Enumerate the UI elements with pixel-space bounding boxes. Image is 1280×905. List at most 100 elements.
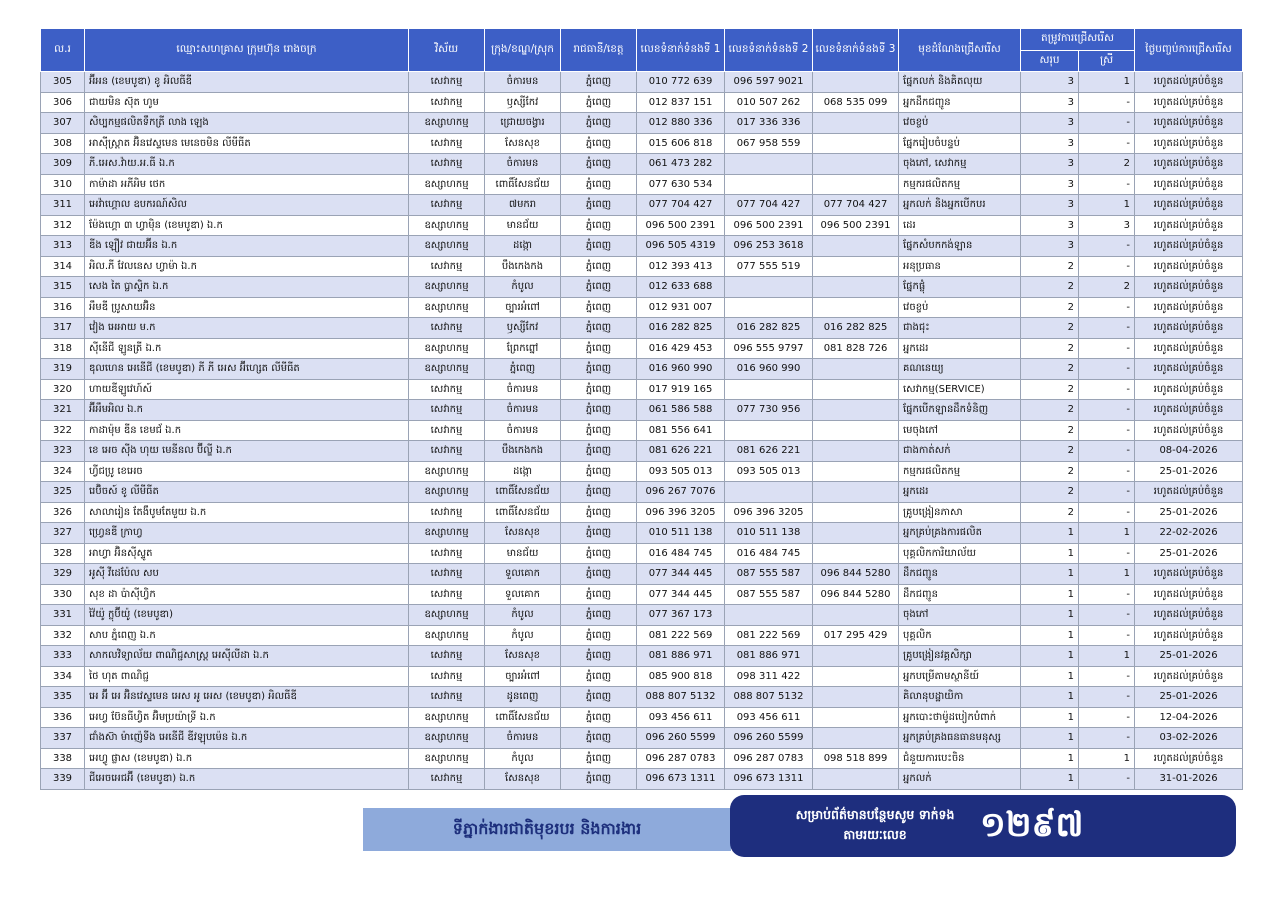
table-cell: ឧស្សាហកម្ម [408, 460, 485, 482]
table-cell: ភ្នំពេញ [560, 645, 637, 667]
table-cell: 323 [40, 440, 85, 462]
table-cell: វ៉ៃយ៉ូ ក្លុប៊ីយ៉ូ (ខេមបូឌា) [84, 604, 409, 626]
table-cell: ចំការមន [484, 727, 561, 749]
table-cell: កំបូល [484, 747, 561, 769]
table-row: 332 សាប ភ្នំពេញ ឯ.ក ឧស្សាហកម្ម កំបូល ភ្នំពេញ… [40, 624, 1243, 646]
table-cell: ចុងភៅ [898, 604, 1021, 626]
table-cell: 077 704 427 [812, 194, 899, 216]
table-cell: រហូតដល់គ្រប់ចំនួន [1134, 71, 1243, 93]
table-cell: ឧស្សាហកម្ម [408, 522, 485, 544]
table-cell: 096 500 2391 [724, 214, 813, 236]
table-cell: 3 [1078, 214, 1135, 236]
table-cell: អាស៊ីស្ត្រាត អ៊ិនវេស្ទមេន មេនេចមិន លីមីធ… [84, 132, 409, 154]
table-cell: រហូតដល់គ្រប់ចំនួន [1134, 747, 1243, 769]
table-cell: - [1078, 255, 1135, 277]
table-cell: 016 282 825 [812, 317, 899, 339]
table-cell: សេវាកម្ម [408, 153, 485, 175]
table-cell: ឫស្សីកែវ [484, 91, 561, 113]
table-row: 336 អេហ្វ ប៊ែនធីហ្វិត អ៊ិមប្រយ៉ាទ្រី ឯ.កឧ… [40, 706, 1243, 728]
table-cell: ភ្នំពេញ [560, 194, 637, 216]
table-cell: ស៊ីនើជី ឡូនត្រី ឯ.ក [84, 337, 409, 359]
table-cell: រហូតដល់គ្រប់ចំនួន [1134, 153, 1243, 175]
table-cell: រហូតដល់គ្រប់ចំនួន [1134, 317, 1243, 339]
table-row: 335 អេ អ៊ី អេ អ៊ិនវេស្ទមេន អេស អូ អេស (ខេ… [40, 686, 1243, 708]
table-cell [812, 358, 899, 380]
table-cell: រហូតដល់គ្រប់ចំនួន [1134, 91, 1243, 113]
hotline: ១២៩៧ [980, 805, 1084, 845]
table-cell: ឧស្សាហកម្ម [408, 235, 485, 257]
table-cell: 1 [1020, 747, 1079, 769]
table-cell: 096 396 3205 [724, 501, 813, 523]
table-cell [812, 399, 899, 421]
header-cell: តម្រូវការជ្រើសរើស [1020, 28, 1135, 51]
header-cell: លេខទំនាក់ទំនងទី 2 [724, 28, 813, 72]
table-cell: សេវាកម្ម [408, 542, 485, 564]
table-cell: សេវាកម្ម [408, 440, 485, 462]
table-cell: 2 [1020, 460, 1079, 482]
table-cell: 338 [40, 747, 85, 769]
table-row: 319 ឌុលហេន អេនើជី (ខេមបូឌា) ភី ភី អេស អ៊ី… [40, 358, 1243, 380]
table-cell: សែនសុខ [484, 132, 561, 154]
table-cell: 2 [1020, 399, 1079, 421]
table-cell: 12-04-2026 [1134, 706, 1243, 728]
table-cell: មេចុងភៅ [898, 419, 1021, 441]
table-cell: ភ្នំពេញ [560, 604, 637, 626]
table-cell: 332 [40, 624, 85, 646]
table-cell: 331 [40, 604, 85, 626]
table-cell: សេវាកម្ម [408, 665, 485, 687]
table-cell: - [1078, 296, 1135, 318]
table-cell: ផ្នែករៀបចំបន្ទប់ [898, 132, 1021, 154]
table-cell: ជាយមិន ស៊ុត ហូម [84, 91, 409, 113]
table-cell [812, 276, 899, 298]
table-cell: កម្មករផលិតកម្ម [898, 460, 1021, 482]
table-cell: ច្បារអំពៅ [484, 665, 561, 687]
table-cell: ភ្នំពេញ [560, 419, 637, 441]
table-cell: អេហ្វ ប៊ែនធីហ្វិត អ៊ិមប្រយ៉ាទ្រី ឯ.ក [84, 706, 409, 728]
table-row: 312 ម៉ែងហ្គោ ៣ ហ្វាម៉ិន (ខេមបូឌា) ឯ.ក ឧស្ស… [40, 214, 1243, 236]
table-cell: អ៊ីអឹមអិល ឯ.ក [84, 399, 409, 421]
table-cell: 012 837 151 [636, 91, 725, 113]
table-cell: អេ អ៊ី អេ អ៊ិនវេស្ទមេន អេស អូ អេស (ខេមបូ… [84, 686, 409, 708]
table-cell: - [1078, 399, 1135, 421]
table-cell: - [1078, 686, 1135, 708]
table-cell: 22-02-2026 [1134, 522, 1243, 544]
table-cell: ភ្នំពេញ [560, 460, 637, 482]
table-cell: ភ្នំពេញ [560, 235, 637, 257]
table-cell: 077 367 173 [636, 604, 725, 626]
table-cell: ខេ អេច ស៊ីង ហុយ មេនីនល ប៊ីល្ឌី ឯ.ក [84, 440, 409, 462]
table-cell: 016 960 990 [724, 358, 813, 380]
table-cell: 010 507 262 [724, 91, 813, 113]
table-cell: សេវាកម្ម(SERVICE) [898, 378, 1021, 400]
table-cell: 010 511 138 [724, 522, 813, 544]
table-cell [812, 727, 899, 749]
table-cell: ភ្នំពេញ [484, 358, 561, 380]
table-cell: ជ្រោយចង្វារ [484, 112, 561, 134]
table-row: 316 អឹមឌី ប្រូសាយអ៊ិន ឧស្សាហកម្ម ច្បារអំពៅភ… [40, 296, 1243, 318]
table-row: 329 អូស៊ី វីដេប៉ែល សប សេវាកម្ម ទួលគោក ភ្នំពេ… [40, 563, 1243, 585]
table-cell: 077 730 956 [724, 399, 813, 421]
table-cell: ភ្នំពេញ [560, 337, 637, 359]
table-cell: ភ្នំពេញ [560, 358, 637, 380]
table-cell: 321 [40, 399, 85, 421]
table-cell: ឧស្សាហកម្ម [408, 337, 485, 359]
table-cell: រហូតដល់គ្រប់ចំនួន [1134, 399, 1243, 421]
table-cell: សេវាកម្ម [408, 501, 485, 523]
table-cell: រហូតដល់គ្រប់ចំនួន [1134, 665, 1243, 687]
table-cell: - [1078, 378, 1135, 400]
table-row: 324 ហ្វីជប្រូ ខេអេច ឧស្សាហកម្ម ដង្កោ ភ្នំពេញ… [40, 460, 1243, 482]
table-cell: 098 311 422 [724, 665, 813, 687]
table-cell: រហូតដល់គ្រប់ចំនួន [1134, 624, 1243, 646]
table-cell: 335 [40, 686, 85, 708]
table-cell [812, 686, 899, 708]
table-cell: សេវាកម្ម [408, 255, 485, 277]
table-cell: ជាងកាត់សក់ [898, 440, 1021, 462]
table-cell: 1 [1020, 706, 1079, 728]
table-cell: រហូតដល់គ្រប់ចំនួន [1134, 563, 1243, 585]
table-cell: 326 [40, 501, 85, 523]
table-cell: ឌុលហេន អេនើជី (ខេមបូឌា) ភី ភី អេស អ៊ីហ្ស… [84, 358, 409, 380]
table-cell: ភ្នំពេញ [560, 747, 637, 769]
table-cell: 1 [1020, 727, 1079, 749]
table-cell [724, 604, 813, 626]
table-cell: ភ្នំពេញ [560, 255, 637, 277]
table-cell: 339 [40, 768, 85, 790]
